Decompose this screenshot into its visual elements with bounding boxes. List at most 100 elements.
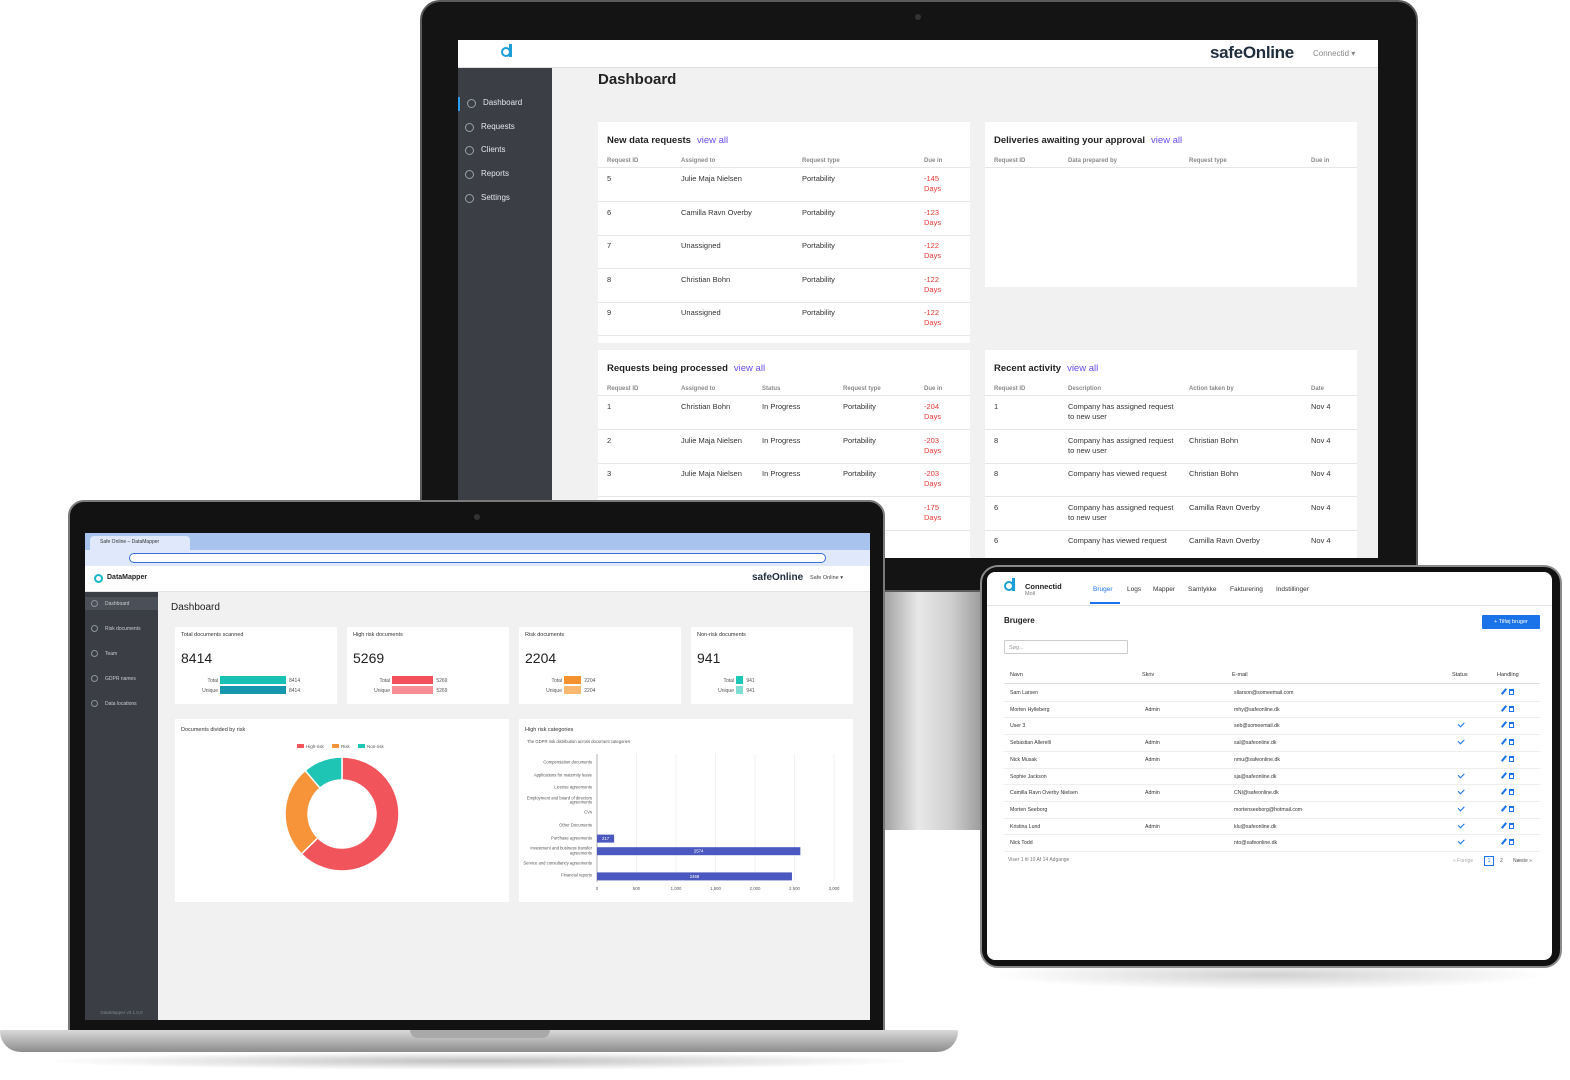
user-name: Kristina Lund [1010, 823, 1041, 830]
account-menu[interactable]: Connectid [1313, 49, 1355, 58]
nav-tab[interactable]: Samtykke [1188, 586, 1217, 593]
nav-tab[interactable]: Fakturering [1230, 586, 1263, 593]
x-tick-label: 0 [596, 886, 599, 891]
user-email: klu@safeonline.dk [1234, 823, 1277, 830]
table-footer: Viser 1 til 10 Af 14 Adgange [1008, 857, 1070, 863]
pagination-item[interactable]: « Forrige [1453, 858, 1474, 864]
row-divider [598, 462, 970, 464]
laptop-base [0, 1030, 958, 1052]
table-cell: 1 [607, 402, 612, 411]
edit-icon[interactable] [1500, 704, 1508, 712]
edit-icon[interactable] [1500, 754, 1508, 762]
user-role: Admin [1145, 823, 1160, 830]
delete-icon[interactable] [1509, 755, 1514, 762]
nav-item[interactable]: Team [85, 647, 158, 660]
delete-icon[interactable] [1509, 805, 1514, 812]
edit-icon[interactable] [1500, 721, 1508, 729]
edit-icon[interactable] [1500, 771, 1508, 779]
view-all-link[interactable]: view all [1151, 135, 1183, 146]
nav-item[interactable]: Risk documents [85, 622, 158, 635]
address-bar[interactable] [129, 553, 826, 563]
table-cell: In Progress [762, 402, 801, 411]
delete-icon[interactable] [1509, 822, 1514, 829]
view-all-link[interactable]: view all [696, 135, 729, 146]
nav-label: Team [105, 650, 118, 657]
stat-card: Non-risk documents 941 Total 941 Unique 941 [691, 627, 853, 704]
table-cell: Camilla Ravn Overby [1189, 502, 1260, 512]
row-divider [985, 462, 1357, 464]
nav-item[interactable]: Dashboard [85, 597, 158, 610]
row-divider [598, 234, 970, 236]
user-email: mortenseeborg@hotmail.com [1234, 806, 1303, 813]
pagination-item[interactable]: 1 [1484, 856, 1494, 866]
nav-item[interactable]: Clients [458, 144, 552, 158]
x-tick-label: 2,000 [750, 886, 761, 891]
view-all-link[interactable]: view all [733, 363, 766, 374]
browser-tab[interactable]: Safe Online – DataMapper [90, 536, 190, 550]
delete-icon[interactable] [1509, 772, 1514, 779]
nav-icon [91, 650, 98, 657]
nav-item[interactable]: Dashboard [458, 97, 552, 111]
delete-icon[interactable] [1509, 705, 1514, 712]
column-header: Date [1311, 386, 1325, 392]
nav-tab[interactable]: Mapper [1153, 586, 1176, 593]
edit-icon[interactable] [1500, 688, 1508, 695]
add-user-button[interactable]: + Tilføj bruger [1482, 615, 1540, 629]
nav-item[interactable]: Requests [458, 121, 552, 135]
panel: New data requests view all Request ID Assig… [598, 122, 970, 343]
app-logo-stem [1012, 578, 1015, 591]
table-cell: Portability [843, 435, 876, 445]
row-divider [1004, 734, 1540, 736]
nav-tab[interactable]: Logs [1127, 586, 1142, 593]
nav-item[interactable]: Reports [458, 168, 552, 182]
page-title: Dashboard [598, 71, 677, 88]
due-in: -123 Days [924, 207, 942, 227]
column-header: Request type [1189, 158, 1227, 164]
user-name: Morten Hylleberg [1010, 706, 1050, 713]
nav-tab[interactable]: Indstillinger [1276, 586, 1309, 593]
app-logo-stem [509, 44, 512, 57]
stat-card: High risk documents 5269 Total 5269 Unique 52… [347, 627, 509, 704]
monitor-screen: safeOnline Connectid Dashboard Requests Clie… [458, 40, 1378, 558]
bar-value: 2204 [584, 687, 596, 694]
account-menu[interactable]: Safe Online [810, 575, 843, 581]
bar-value: 2204 [584, 677, 596, 684]
table-cell: Camilla Ravn Overby [681, 207, 752, 217]
nav-icon [467, 99, 476, 108]
edit-icon[interactable] [1500, 821, 1508, 829]
delete-icon[interactable] [1509, 722, 1514, 729]
user-email: mhy@safeonline.dk [1234, 706, 1280, 713]
edit-icon[interactable] [1500, 838, 1508, 846]
delete-icon[interactable] [1509, 739, 1514, 746]
nav-item[interactable]: Settings [458, 192, 552, 206]
nav-label: Clients [481, 145, 506, 155]
legend-swatch [358, 744, 365, 748]
view-all-link[interactable]: view all [1067, 363, 1099, 374]
delete-icon[interactable] [1509, 789, 1514, 796]
nav-tab[interactable]: Bruger [1093, 586, 1113, 593]
nav-item[interactable]: Data locations [85, 697, 158, 710]
table-cell: 3 [607, 469, 612, 478]
pagination-item[interactable]: Næste » [1513, 858, 1532, 864]
column-header: Assigned to [681, 158, 716, 164]
header-divider [1004, 683, 1540, 684]
delete-icon[interactable] [1509, 839, 1514, 846]
panel-title: New data requests [607, 135, 691, 146]
mini-bar [392, 676, 434, 684]
edit-icon[interactable] [1500, 788, 1508, 796]
delete-icon[interactable] [1509, 689, 1514, 695]
nav-item[interactable]: GDPR names [85, 672, 158, 685]
column-header: Due in [1311, 158, 1330, 164]
brand-logo: safeOnline [752, 572, 804, 583]
edit-icon[interactable] [1500, 805, 1508, 812]
search-input[interactable]: Søg... [1004, 640, 1128, 654]
chart-title: Documents divided by risk [181, 727, 245, 733]
edit-icon[interactable] [1500, 738, 1508, 745]
nav-icon [465, 146, 474, 156]
bar-label: Total [379, 677, 390, 684]
version: DataMapper v0.1.0.0 [100, 1010, 143, 1015]
table-cell: 6 [607, 207, 612, 217]
pagination-item[interactable]: 2 [1500, 858, 1503, 864]
column-header: Data prepared by [1068, 158, 1118, 164]
mini-bar [736, 686, 744, 694]
